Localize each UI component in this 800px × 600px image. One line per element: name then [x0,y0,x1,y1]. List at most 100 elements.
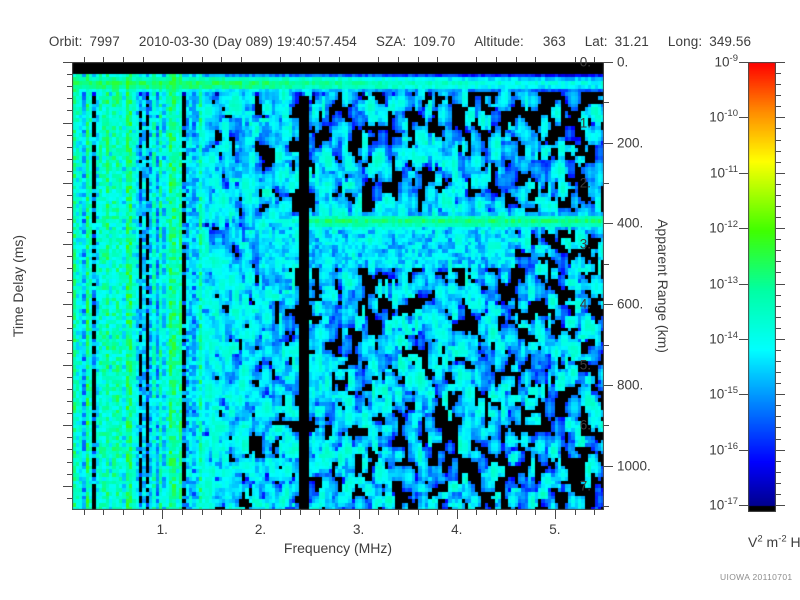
colorbar-tick-minor [776,150,781,152]
x-tick-minor-top [515,57,517,62]
range-tick-major [604,465,613,467]
colorbar-exponent: -16 [724,440,738,452]
colorbar-tick-left [739,505,748,506]
y-tick-major [63,364,72,366]
colorbar-tick-minor [776,106,781,108]
altitude-value: 363 [542,33,566,49]
colorbar-tick-left [739,449,748,451]
colorbar-tick-minor [776,95,781,97]
range-tick-major [604,62,613,63]
colorbar-tick-right [776,394,785,396]
x-tick-minor-top [535,57,537,62]
range-tick-label: 400. [617,215,644,231]
colorbar-mantissa: 10 [709,442,725,458]
y-tick-minor [67,74,72,76]
colorbar-mantissa: 10 [709,331,725,347]
colorbar-tick-minor [776,405,781,407]
colorbar-tick-minor [776,84,781,86]
x-tick-minor [221,510,223,515]
sza-label: SZA: [375,33,407,49]
colorbar-exponent: -9 [729,53,738,64]
range-tick-minor [604,263,609,265]
range-tick-minor [604,344,609,346]
colorbar-mantissa: 10 [709,386,725,402]
x-tick-minor [476,510,478,515]
colorbar-tick-label: 10-9 [714,53,738,70]
x-tick-minor [123,510,125,515]
colorbar-tick-minor [776,438,781,440]
colorbar-tick-minor [776,493,781,495]
units-m-exp: -2 [778,533,787,545]
colorbar-tick-right [776,117,785,119]
y-tick-minor [67,255,72,257]
units-hz: Hz [790,534,800,550]
x-tick-minor [417,510,419,515]
colorbar-tick-minor [776,349,781,351]
x-tick-minor-top [496,57,498,62]
x-tick-minor-top [594,57,596,62]
colorbar-mantissa: 10 [709,165,725,181]
y-tick-minor [67,292,72,294]
colorbar-tick-minor [776,327,781,329]
units-m: m [762,534,779,550]
range-tick-label: 800. [617,377,644,393]
y-tick-minor [67,146,72,148]
colorbar-tick-right [776,62,785,63]
range-tick-minor [604,183,609,185]
colorbar-tick-minor [776,239,781,241]
colorbar-tick-minor [776,161,781,163]
y-tick-major [63,425,72,427]
x-tick-minor [378,510,380,515]
y-tick-minor [67,134,72,136]
range-tick-minor [604,102,609,104]
range-tick-label: 600. [617,296,644,312]
colorbar-tick-label: 10-17 [709,496,738,513]
x-tick-minor-top [201,57,203,62]
colorbar-gradient [748,62,776,512]
y-tick-major [63,304,72,306]
colorbar-exponent: -10 [724,108,738,120]
range-tick-label: 200. [617,135,644,151]
colorbar-tick-left [739,338,748,340]
colorbar-mantissa: 10 [709,109,725,125]
x-tick-minor [437,510,439,515]
colorbar-units-label: V2 m-2 Hz-1 [748,534,800,550]
colorbar-tick-minor [776,217,781,219]
credit-watermark: UIOWA 20110701 [720,572,793,582]
y-tick-major [63,243,72,245]
x-tick-minor [142,510,144,515]
colorbar-tick-right [776,283,785,285]
colorbar-tick-label: 10-10 [709,108,738,125]
y-tick-major [63,62,72,63]
x-tick-minor [574,510,576,515]
orbit-label: Orbit: [48,33,83,49]
orbit-value: 7997 [89,33,120,49]
x-tick-minor [280,510,282,515]
y-tick-minor [67,413,72,415]
y-tick-minor [67,388,72,390]
x-tick-minor [338,510,340,515]
y-tick-minor [67,86,72,88]
x-tick-major [456,510,458,519]
x-tick-minor [103,510,105,515]
x-tick-minor-top [476,57,478,62]
colorbar-tick-left [739,228,748,230]
x-tick-minor-top [123,57,125,62]
y-tick-minor [67,231,72,233]
x-tick-minor-top [103,57,105,62]
y-tick-label: 7. [579,478,591,494]
colorbar-mantissa: 10 [714,54,730,70]
colorbar-exponent: -17 [724,496,738,507]
range-tick-minor [604,505,609,507]
x-tick-label: 3. [352,522,365,537]
x-tick-minor-top [319,57,321,62]
x-tick-minor [397,510,399,515]
y-tick-label: 0. [579,54,591,70]
colorbar-tick-minor [776,372,781,374]
y-tick-major [63,122,72,124]
x-tick-minor [594,510,596,515]
x-tick-minor-top [280,57,282,62]
colorbar-mantissa: 10 [709,276,725,291]
colorbar-exponent: -15 [724,385,738,397]
x-tick-minor [201,510,203,515]
